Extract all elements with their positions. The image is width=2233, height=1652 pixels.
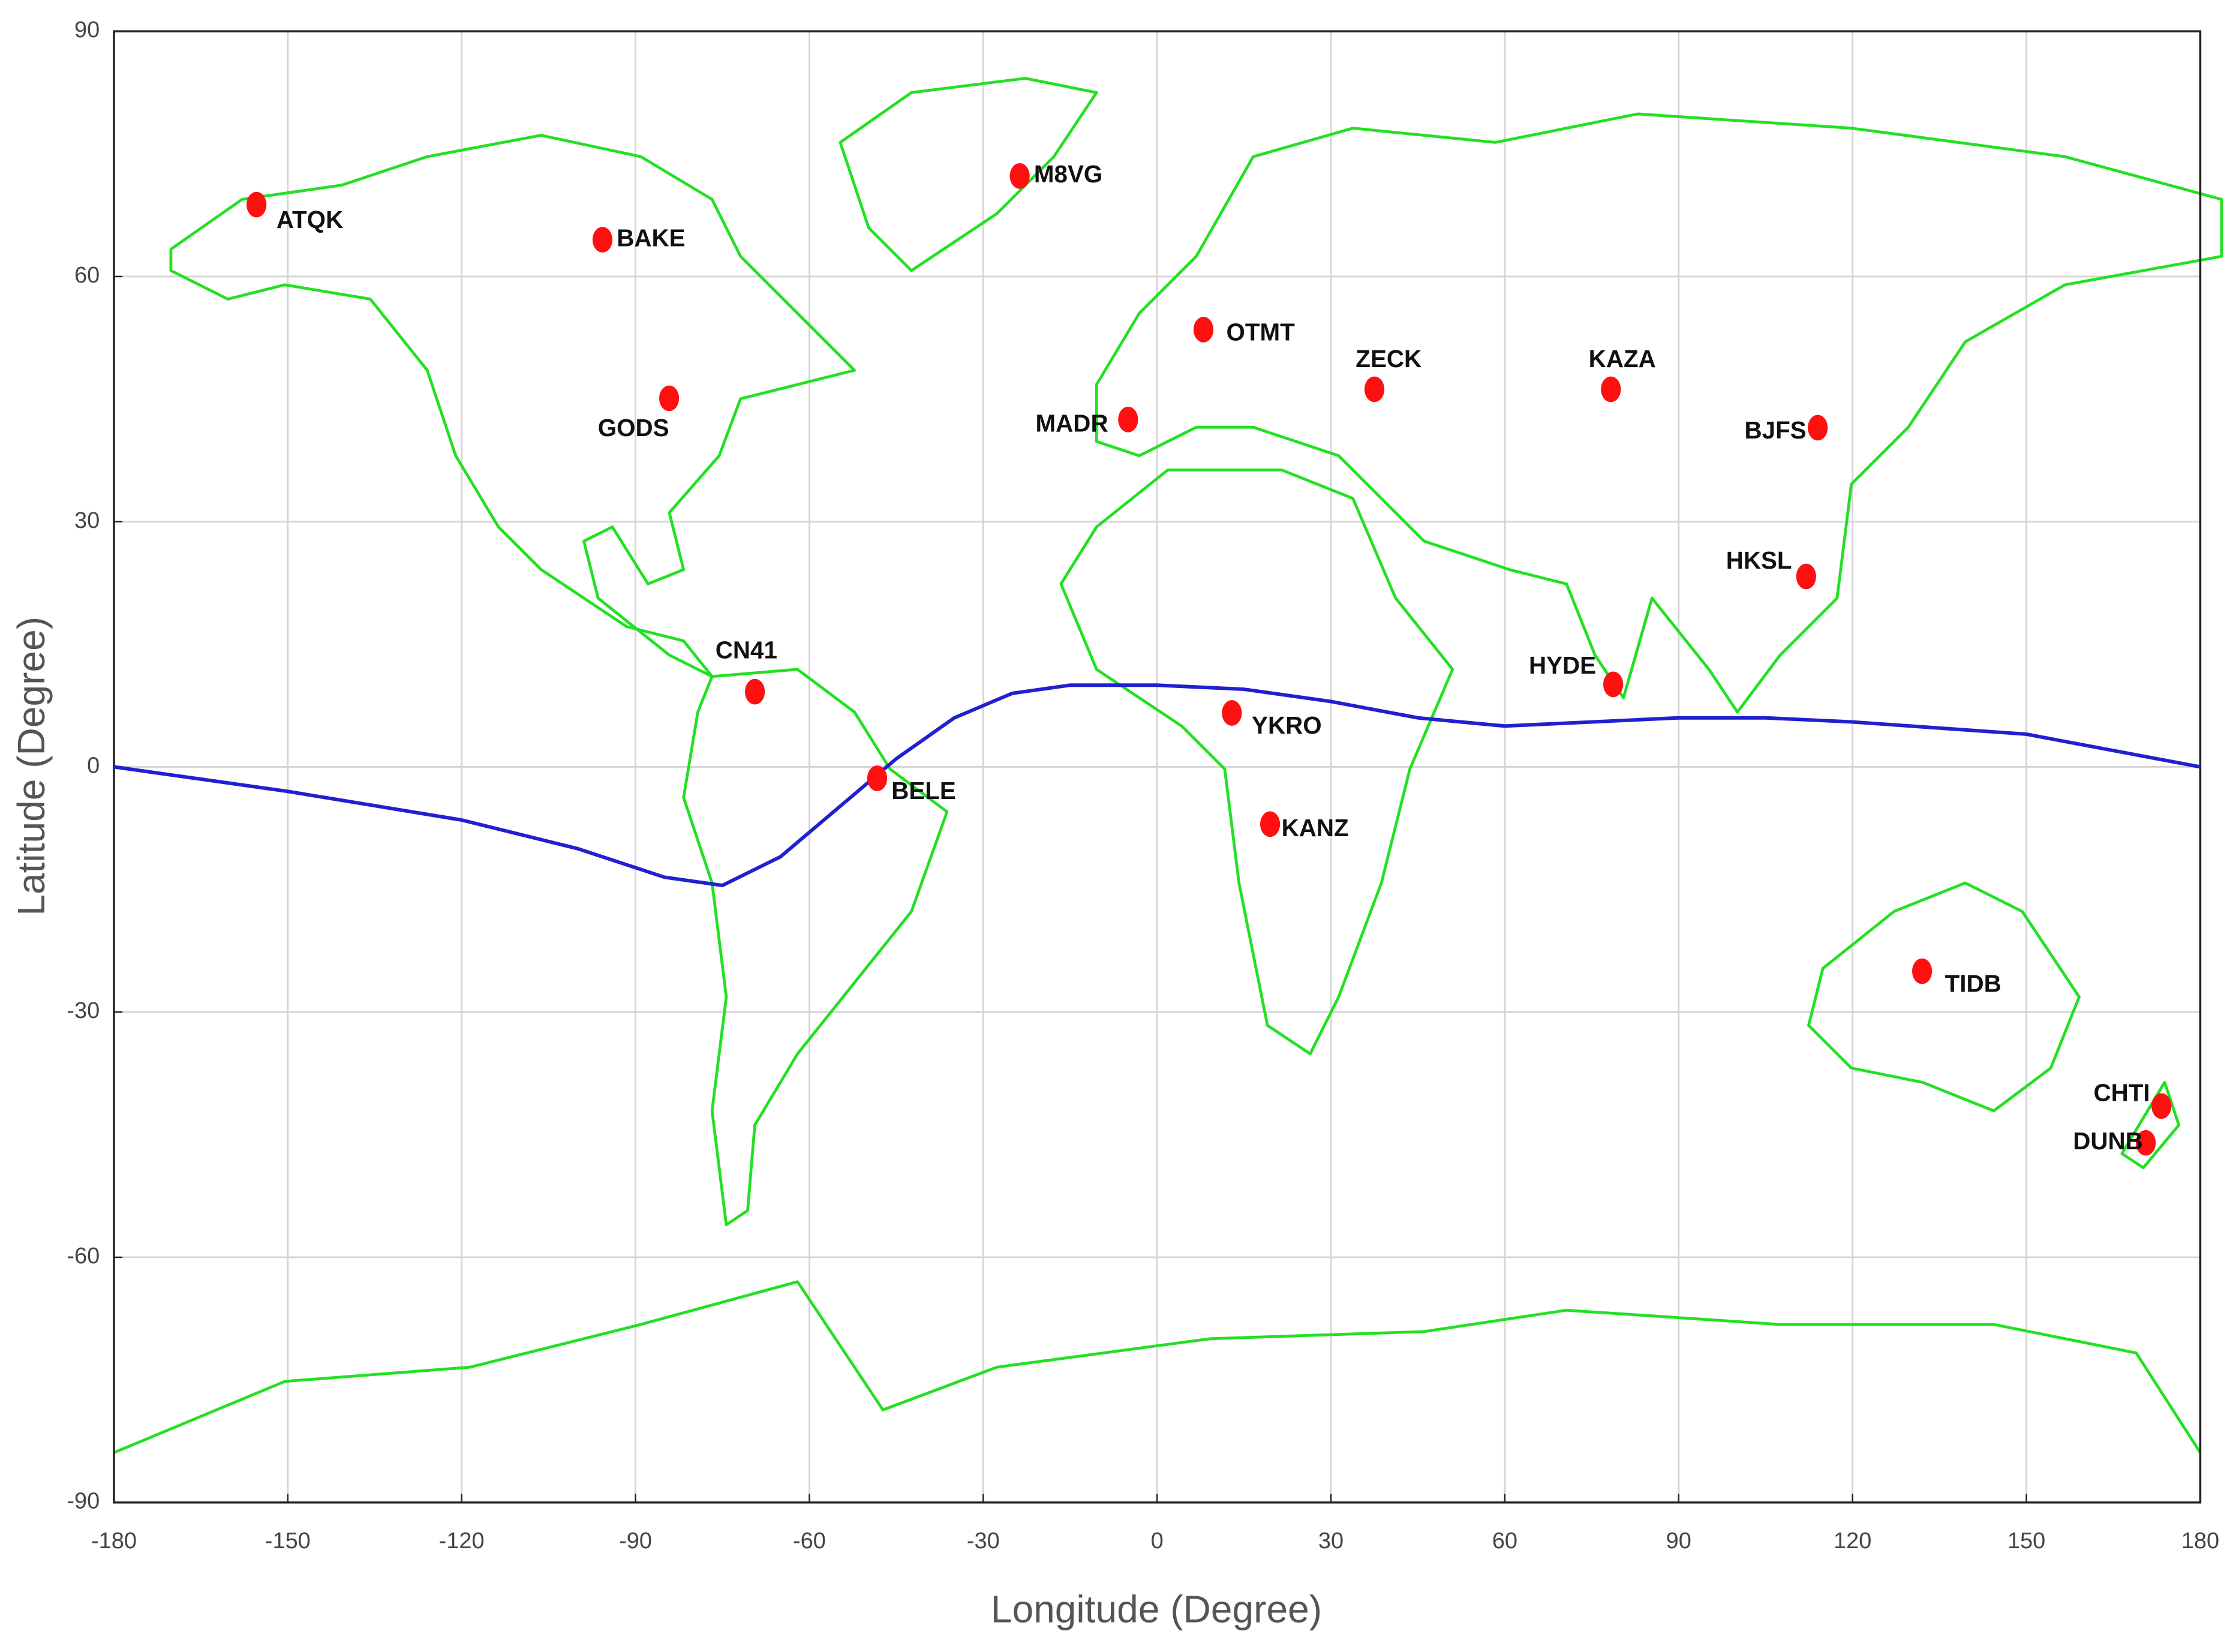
curve (113, 683, 2201, 888)
x-axis-title: Longitude (Degree) (991, 1587, 1322, 1630)
station-marker (1193, 317, 1214, 343)
station-label: BAKE (617, 224, 685, 251)
station-marker (2151, 1093, 2172, 1119)
coastline (2120, 1080, 2181, 1170)
station-label: CN41 (716, 636, 777, 663)
station-marker (867, 765, 888, 791)
coastline (838, 77, 1098, 272)
station-label: CHTI (2093, 1079, 2150, 1107)
station-label: OTMT (1226, 318, 1295, 346)
coastline (113, 1280, 2202, 1454)
station-marker (1796, 563, 1816, 590)
station-marker (744, 678, 765, 705)
coastline (1095, 112, 2223, 714)
coastline (1059, 468, 1454, 1056)
grid (113, 30, 2201, 1504)
station-marker (1601, 376, 1621, 403)
y-tick-label: 60 (74, 263, 100, 288)
x-tick-label: 0 (1151, 1528, 1164, 1554)
station-label: YKRO (1252, 711, 1322, 739)
station-marker (1912, 958, 1933, 984)
station-label: M8VG (1034, 160, 1102, 188)
x-tick-label: -90 (619, 1528, 652, 1554)
x-tick-label: 180 (2181, 1528, 2219, 1554)
station-label: ZECK (1356, 345, 1421, 373)
y-tick-label: 90 (74, 17, 100, 43)
coastline (169, 134, 856, 678)
x-tick-label: 60 (1492, 1528, 1517, 1554)
x-tick-label: 150 (2007, 1528, 2045, 1554)
station-label: MADR (1036, 410, 1108, 437)
station-marker (592, 227, 613, 253)
x-tick-label: -150 (265, 1528, 311, 1554)
y-tick-label: -90 (67, 1489, 100, 1514)
station-marker (1222, 700, 1242, 726)
y-tick-label: 30 (74, 508, 100, 533)
x-tick-label: -180 (91, 1528, 137, 1554)
station-label: DUNB (2073, 1127, 2143, 1155)
coastline (682, 668, 949, 1227)
station-marker (1603, 671, 1624, 698)
station-marker (1260, 811, 1281, 837)
x-tick-label: -30 (967, 1528, 1000, 1554)
station-marker (2135, 1130, 2156, 1156)
coastline (1807, 881, 2081, 1113)
y-tick-label: -60 (67, 1243, 100, 1269)
station-label: KANZ (1282, 814, 1349, 842)
x-tick-label: -120 (439, 1528, 485, 1554)
y-tick-label: 0 (87, 753, 100, 779)
x-tick-label: 30 (1318, 1528, 1344, 1554)
coastlines (113, 77, 2223, 1454)
x-tick-label: 120 (1834, 1528, 1871, 1554)
x-tick-label: 90 (1666, 1528, 1691, 1554)
station-label: GODS (598, 414, 669, 441)
y-tick-label: -30 (67, 998, 100, 1023)
station-label: BELE (891, 777, 956, 804)
station-marker (247, 191, 267, 218)
station-label: HKSL (1726, 546, 1792, 574)
station-label: KAZA (1589, 345, 1656, 373)
station-label: TIDB (1945, 969, 2001, 997)
station-label: HYDE (1529, 651, 1596, 679)
station-marker (1808, 414, 1828, 441)
station-marker (659, 385, 680, 412)
x-tick-label: -60 (793, 1528, 826, 1554)
station-marker (1009, 163, 1030, 189)
station-marker (1364, 376, 1385, 403)
station-label: BJFS (1745, 416, 1807, 444)
station-label: ATQK (277, 206, 343, 233)
y-axis-title: Latitude (Degree) (10, 617, 53, 916)
station-marker (1118, 407, 1138, 432)
